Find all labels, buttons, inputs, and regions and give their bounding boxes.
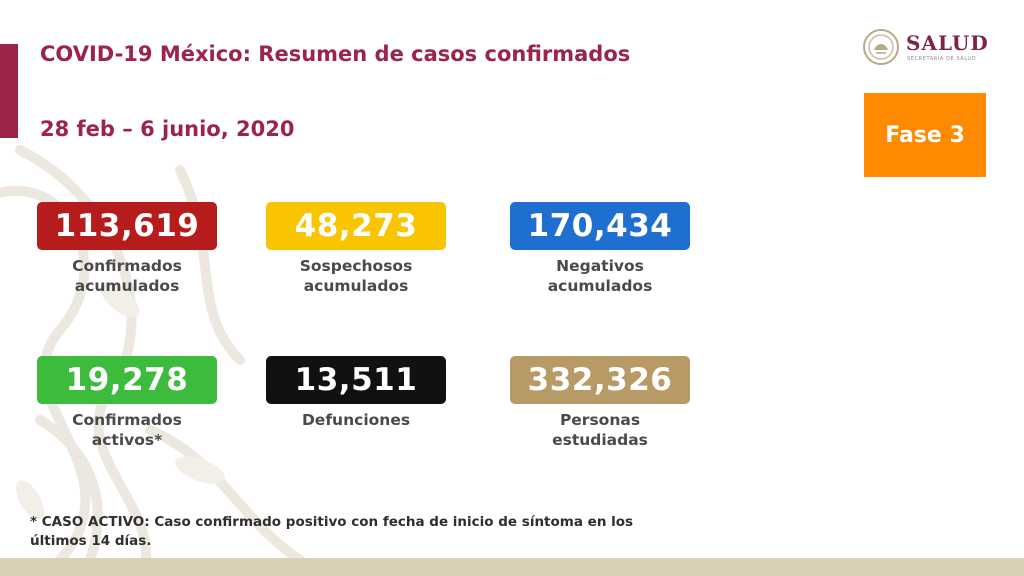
- stat-label-line: acumulados: [547, 277, 653, 295]
- stat-negativos-acumulados: 170,434 Negativos acumulados: [510, 202, 690, 296]
- stat-label-line: estudiadas: [552, 431, 648, 449]
- footnote-line: últimos 14 días.: [30, 533, 152, 549]
- stat-label-line: Confirmados: [72, 411, 182, 429]
- stat-label-line: acumulados: [303, 277, 409, 295]
- stat-value-box: 332,326: [510, 356, 690, 404]
- seal-icon: [863, 29, 899, 65]
- date-range: 28 feb – 6 junio, 2020: [40, 117, 295, 141]
- salud-logo: SALUD SECRETARÍA DE SALUD: [862, 28, 992, 70]
- stat-label: Personas estudiadas: [510, 410, 690, 450]
- stat-personas-estudiadas: 332,326 Personas estudiadas: [510, 356, 690, 450]
- stat-label: Defunciones: [266, 410, 446, 430]
- footer-band: [0, 558, 1024, 576]
- phase-badge: Fase 3: [864, 93, 986, 177]
- stat-label: Confirmados acumulados: [37, 256, 217, 296]
- stat-label-line: Personas: [559, 411, 641, 429]
- stat-sospechosos-acumulados: 48,273 Sospechosos acumulados: [266, 202, 446, 296]
- logo-subtitle: SECRETARÍA DE SALUD: [907, 56, 977, 62]
- footnote: * CASO ACTIVO: Caso confirmado positivo …: [30, 513, 690, 551]
- stat-label-line: acumulados: [74, 277, 180, 295]
- stat-value-box: 48,273: [266, 202, 446, 250]
- stat-label: Confirmados activos*: [37, 410, 217, 450]
- stat-label: Sospechosos acumulados: [266, 256, 446, 296]
- stat-label-line: Sospechosos: [299, 257, 413, 275]
- logo-name: SALUD: [906, 31, 989, 55]
- stat-confirmados-acumulados: 113,619 Confirmados acumulados: [37, 202, 217, 296]
- footnote-line: * CASO ACTIVO: Caso confirmado positivo …: [30, 514, 634, 530]
- stat-defunciones: 13,511 Defunciones: [266, 356, 446, 430]
- stat-label-line: Negativos: [556, 257, 644, 275]
- stat-value-box: 170,434: [510, 202, 690, 250]
- stat-value-box: 113,619: [37, 202, 217, 250]
- stat-label-line: activos*: [91, 431, 163, 449]
- page-title: COVID-19 México: Resumen de casos confir…: [40, 42, 631, 66]
- stat-label-line: Defunciones: [301, 411, 411, 429]
- stat-label-line: Confirmados: [72, 257, 182, 275]
- stat-confirmados-activos: 19,278 Confirmados activos*: [37, 356, 217, 450]
- accent-bar: [0, 44, 18, 138]
- stat-label: Negativos acumulados: [510, 256, 690, 296]
- stat-value-box: 13,511: [266, 356, 446, 404]
- stat-value-box: 19,278: [37, 356, 217, 404]
